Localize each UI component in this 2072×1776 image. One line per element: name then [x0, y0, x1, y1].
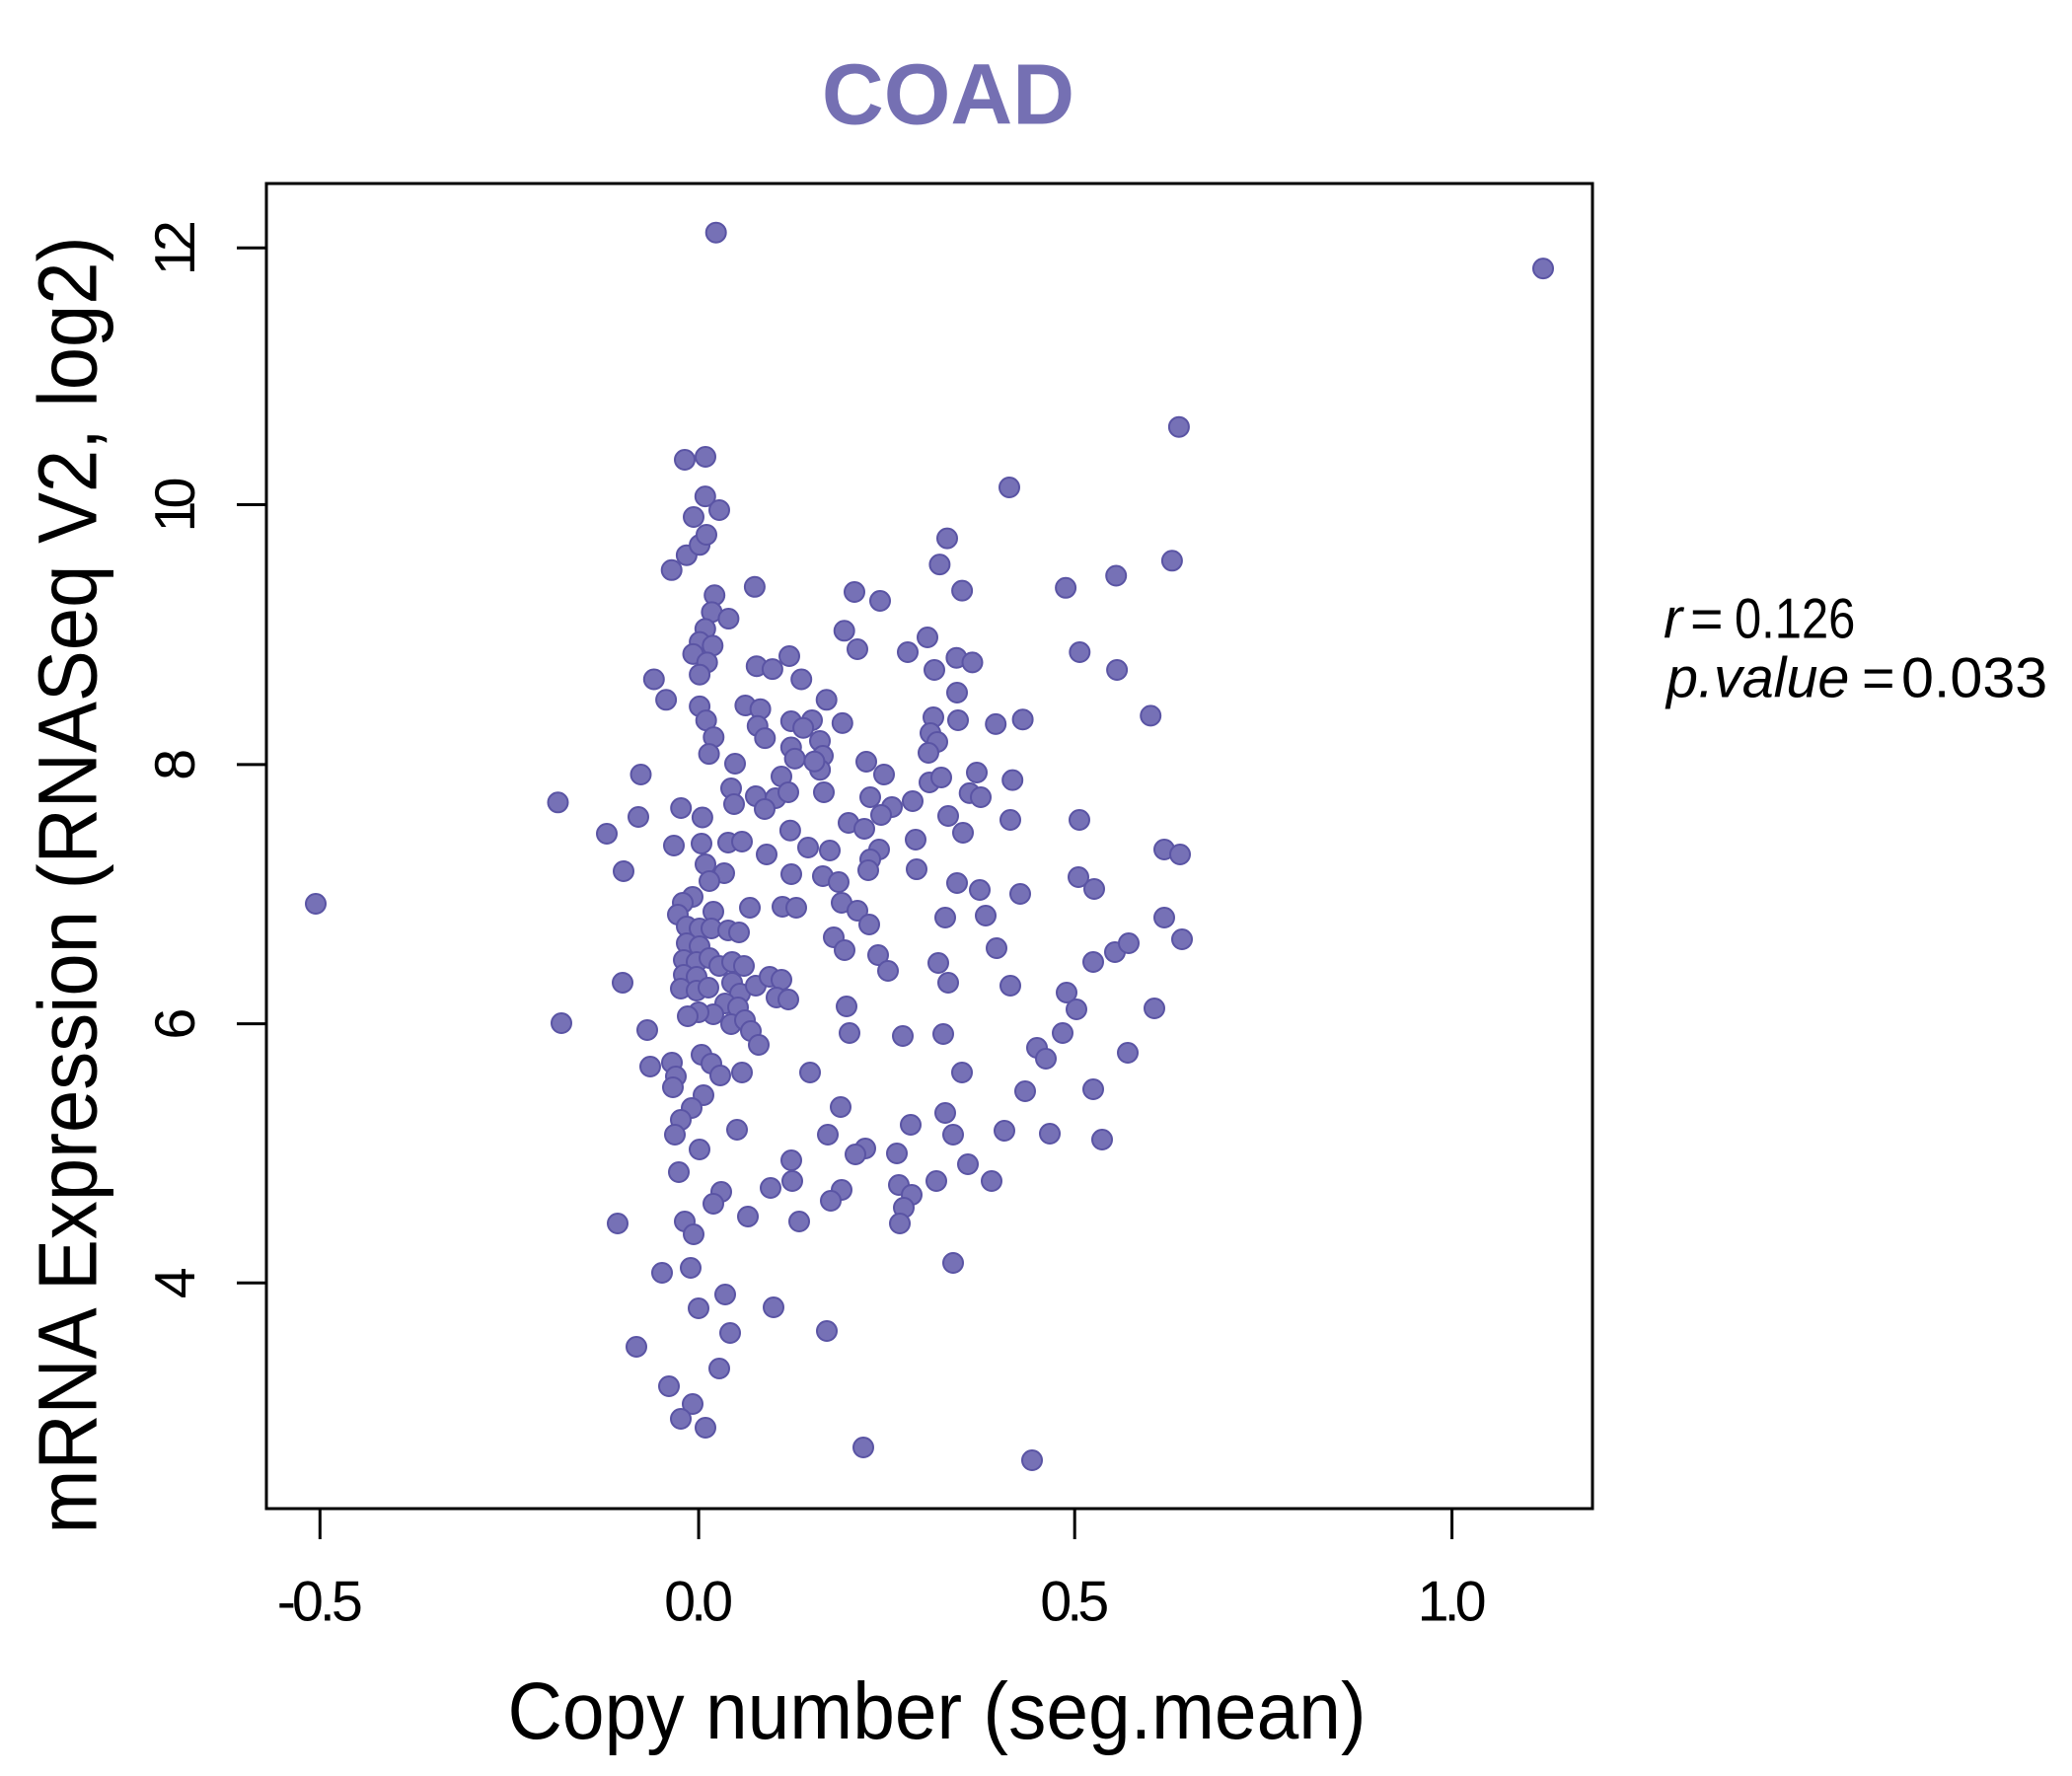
- svg-text:10: 10: [144, 478, 207, 533]
- svg-text:Copy number (seg.mean): Copy number (seg.mean): [508, 1666, 1367, 1756]
- svg-text:mRNA Expression (RNASeq V2, lo: mRNA Expression (RNASeq V2, log2): [22, 237, 114, 1534]
- svg-text:0.126: 0.126: [1735, 588, 1855, 651]
- svg-text:12: 12: [144, 220, 207, 275]
- svg-text:r: r: [1664, 588, 1685, 651]
- svg-text:-0.5: -0.5: [277, 1571, 363, 1634]
- svg-text:4: 4: [144, 1267, 207, 1298]
- svg-text:8: 8: [144, 749, 207, 780]
- svg-text:1.0: 1.0: [1418, 1571, 1487, 1634]
- svg-text:0.033: 0.033: [1901, 646, 2047, 709]
- svg-text:COAD: COAD: [822, 47, 1074, 143]
- svg-text:0.0: 0.0: [664, 1571, 733, 1634]
- svg-text:=: =: [1862, 647, 1895, 710]
- svg-text:0.5: 0.5: [1040, 1571, 1109, 1634]
- svg-text:6: 6: [144, 1008, 207, 1040]
- svg-text:=: =: [1690, 588, 1724, 651]
- svg-text:p.value: p.value: [1665, 647, 1849, 710]
